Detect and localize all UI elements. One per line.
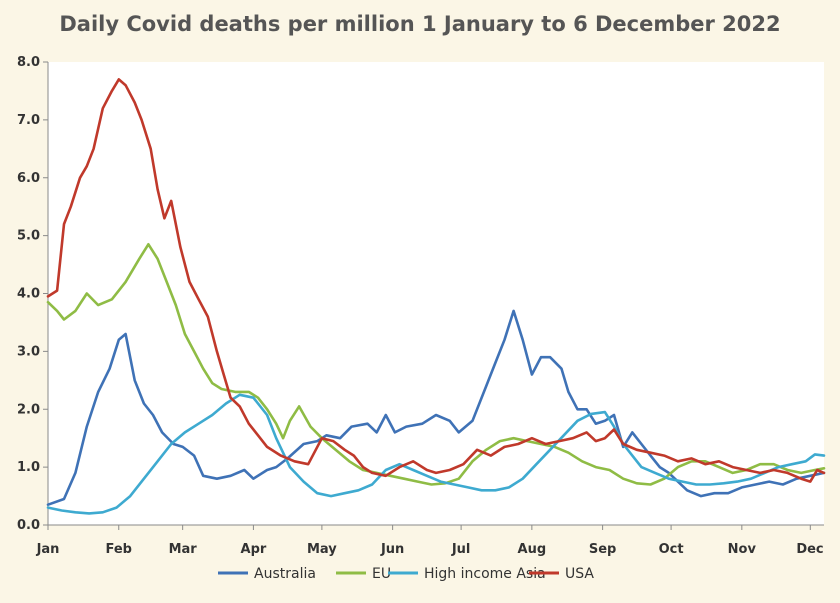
chart-title: Daily Covid deaths per million 1 January… [59, 12, 781, 36]
y-tick-label: 4.0 [17, 287, 40, 302]
y-tick-label: 7.0 [17, 113, 40, 128]
series-line-eu [46, 243, 826, 486]
x-tick-label: Aug [518, 542, 547, 557]
series-line-australia [46, 309, 826, 506]
x-tick-label: Jan [36, 542, 60, 557]
y-tick-label: 1.0 [17, 460, 40, 475]
x-tick-label: Dec [796, 542, 823, 557]
x-axis-ticks: Jan Feb Mar Apr May Jun Jul Aug Sep Oct Nov Dec [36, 525, 824, 557]
x-tick-label: May [307, 542, 337, 557]
y-tick-label: 8.0 [17, 55, 40, 70]
series-layer [46, 78, 826, 515]
y-tick-label: 5.0 [17, 229, 40, 244]
x-tick-label: Sep [589, 542, 617, 557]
y-axis-ticks: 0.0 1.0 2.0 3.0 4.0 5.0 6.0 7.0 8.0 [17, 55, 48, 533]
x-tick-label: Jun [380, 542, 404, 557]
y-tick-label: 3.0 [17, 344, 40, 359]
x-tick-label: Nov [728, 542, 757, 557]
x-tick-label: Feb [106, 542, 132, 557]
legend-label: High income Asia [424, 566, 546, 582]
x-tick-label: Jul [451, 542, 471, 557]
plot-area [48, 62, 824, 525]
x-tick-label: Mar [169, 542, 198, 557]
y-tick-label: 2.0 [17, 402, 40, 417]
series-line-high-income-asia [46, 393, 826, 515]
legend-label: EU [372, 566, 391, 582]
series-line-usa [46, 78, 826, 483]
legend: Australia EU High income Asia USA [218, 566, 594, 582]
y-tick-label: 0.0 [17, 518, 40, 533]
x-tick-label: Oct [659, 542, 684, 557]
legend-label: Australia [254, 566, 316, 582]
y-tick-label: 6.0 [17, 171, 40, 186]
legend-label: USA [565, 566, 594, 582]
x-tick-label: Apr [241, 542, 267, 557]
